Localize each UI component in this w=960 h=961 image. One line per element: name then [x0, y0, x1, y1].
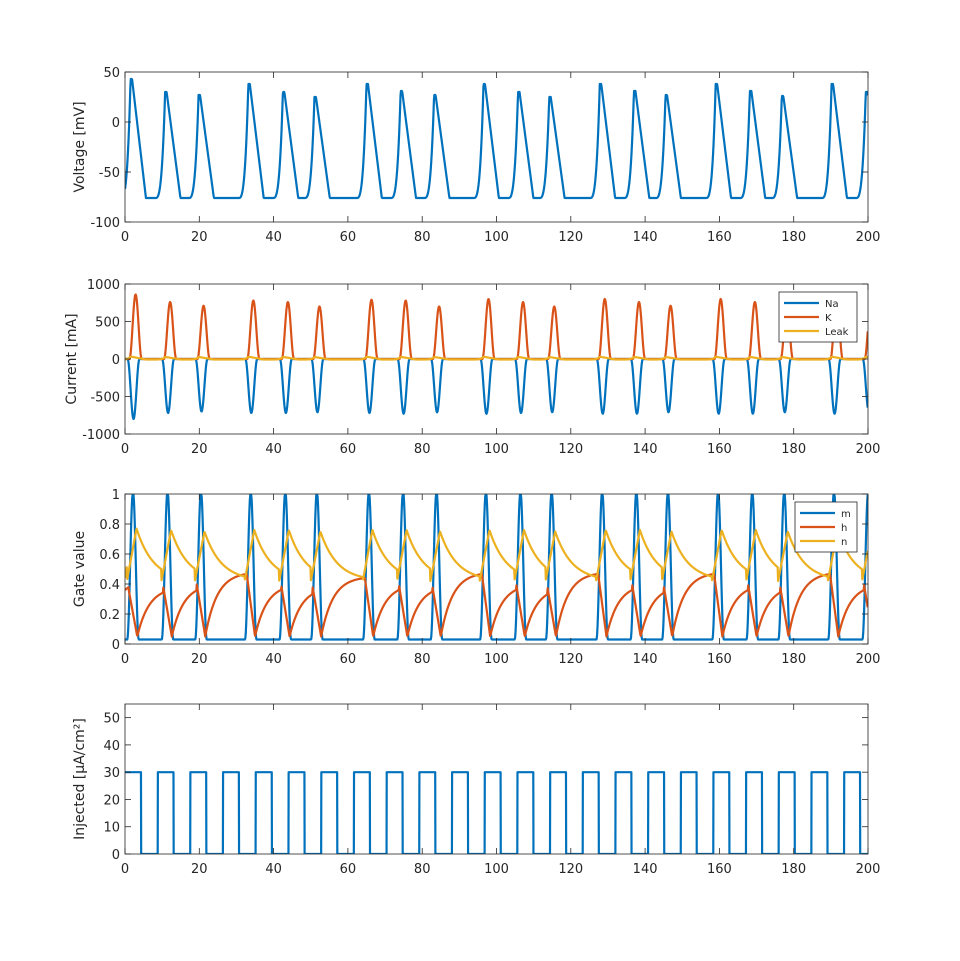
series-line-injected [125, 771, 868, 854]
x-tick-label: 140 [633, 230, 658, 245]
legend-entry: n [841, 537, 847, 548]
y-tick-label: 0.6 [99, 548, 120, 563]
panel-voltage: 0 20 40 60 80 100 120 140 160 180 200 -100 -50 0 50 Vol… [72, 66, 880, 245]
panel-gates: 0 20 40 60 80 100 120 140 160 180 200 0 0.2 0.4 0.6 0.8… [72, 488, 880, 667]
x-tick-label: 140 [633, 652, 658, 667]
panel-injected: 0 20 40 60 80 100 120 140 160 180 200 0 10 20 30 40 50 In… [72, 703, 881, 877]
x-tick-label: 120 [558, 652, 583, 667]
legend-entry: m [841, 509, 851, 520]
x-tick-label: 20 [191, 862, 208, 877]
series-line-h [125, 570, 868, 638]
y-axis-label: Voltage [mV] [72, 101, 88, 192]
y-tick-label: 1000 [87, 278, 120, 293]
x-tick-label: 160 [707, 652, 732, 667]
x-tick-label: 100 [484, 230, 509, 245]
x-tick-label: 200 [856, 230, 881, 245]
x-tick-label: 20 [191, 230, 208, 245]
legend-entry: Leak [825, 327, 849, 338]
y-tick-label: 0 [112, 353, 120, 368]
x-tick-label: 60 [340, 230, 357, 245]
x-tick-label: 140 [633, 862, 658, 877]
x-tick-label: 40 [265, 442, 282, 457]
y-tick-label: 30 [103, 766, 120, 781]
series-group [125, 293, 868, 421]
series-group [125, 77, 868, 200]
y-tick-label: 20 [103, 793, 120, 808]
x-tick-label: 0 [121, 230, 129, 245]
x-tick-label: 40 [265, 862, 282, 877]
x-tick-label: 20 [191, 652, 208, 667]
y-tick-label: -50 [99, 166, 120, 181]
panel-currents: 0 20 40 60 80 100 120 140 160 180 200 -1000 -500 0 500… [64, 278, 880, 457]
x-tick-label: 40 [265, 652, 282, 667]
x-tick-label: 160 [707, 862, 732, 877]
y-tick-label: 500 [95, 316, 120, 331]
plot-area [125, 704, 868, 854]
x-tick-label: 80 [414, 442, 431, 457]
x-tick-label: 180 [781, 652, 806, 667]
y-axis-label: Current [mA] [64, 313, 80, 404]
y-tick-label: 0.2 [99, 608, 120, 623]
x-tick-label: 20 [191, 442, 208, 457]
x-tick-label: 100 [484, 862, 509, 877]
y-tick-label: 40 [103, 739, 120, 754]
x-tick-label: 80 [414, 230, 431, 245]
series-line-n [125, 527, 868, 583]
legend: mhn [794, 501, 858, 553]
y-tick-label: -1000 [82, 428, 120, 443]
y-tick-label: 1 [112, 488, 120, 503]
x-tick-label: 120 [558, 442, 583, 457]
x-tick-label: 0 [121, 652, 129, 667]
legend: Na K Leak [778, 291, 858, 343]
x-tick-label: 200 [856, 862, 881, 877]
series-line-leak [125, 355, 868, 361]
x-tick-label: 60 [340, 442, 357, 457]
y-tick-label: 50 [103, 712, 120, 727]
x-tick-label: 60 [340, 862, 357, 877]
x-tick-label: 140 [633, 442, 658, 457]
legend-entry: h [841, 523, 847, 534]
legend-entry: K [825, 313, 832, 324]
x-tick-label: 0 [121, 442, 129, 457]
x-tick-label: 200 [856, 652, 881, 667]
x-tick-label: 200 [856, 442, 881, 457]
x-tick-label: 100 [484, 652, 509, 667]
y-axis-label: Injected [μA/cm²] [72, 718, 88, 840]
x-tick-label: 180 [781, 862, 806, 877]
x-tick-label: 120 [558, 862, 583, 877]
x-tick-label: 80 [414, 652, 431, 667]
x-tick-label: 80 [414, 862, 431, 877]
y-axis-label: Gate value [72, 531, 88, 607]
y-tick-label: 0.4 [99, 578, 120, 593]
x-tick-label: 120 [558, 230, 583, 245]
legend-entry: Na [825, 299, 839, 310]
y-tick-label: 50 [103, 66, 120, 81]
x-tick-label: 60 [340, 652, 357, 667]
x-tick-label: 180 [781, 442, 806, 457]
series-group [125, 771, 868, 854]
x-tick-label: 160 [707, 230, 732, 245]
plot-area [125, 72, 868, 222]
y-tick-label: -100 [90, 216, 120, 231]
y-tick-label: 0 [112, 116, 120, 131]
y-tick-label: -500 [90, 391, 120, 406]
y-tick-label: 0 [112, 848, 120, 863]
y-tick-label: 0.8 [99, 518, 120, 533]
x-tick-label: 160 [707, 442, 732, 457]
y-tick-label: 10 [103, 821, 120, 836]
series-line-voltage [125, 77, 868, 200]
x-tick-label: 40 [265, 230, 282, 245]
y-tick-label: 0 [112, 638, 120, 653]
x-tick-label: 100 [484, 442, 509, 457]
x-tick-label: 0 [121, 862, 129, 877]
x-tick-label: 180 [781, 230, 806, 245]
